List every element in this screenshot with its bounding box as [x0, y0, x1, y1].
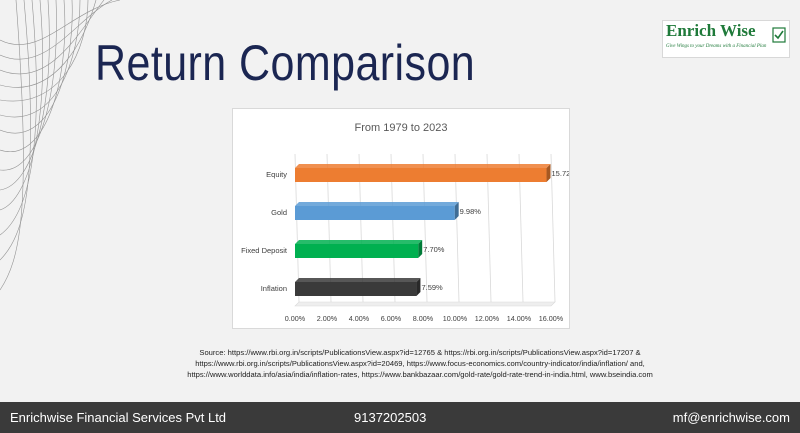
x-tick-label: 0.00% — [285, 314, 306, 323]
footer-phone: 9137202503 — [354, 410, 427, 425]
x-tick-label: 6.00% — [381, 314, 402, 323]
bar-top-face — [295, 240, 423, 244]
bar-side-face — [454, 202, 459, 220]
source-notes: Source: https://www.rbi.org.in/scripts/P… — [120, 347, 720, 380]
bar-side-face — [418, 240, 423, 258]
x-tick-label: 2.00% — [317, 314, 338, 323]
x-tick-label: 8.00% — [413, 314, 434, 323]
source-line-3: https://www.worlddata.info/asia/india/in… — [187, 370, 653, 379]
bar — [295, 206, 455, 220]
footer-company: Enrichwise Financial Services Pvt Ltd — [10, 410, 227, 425]
chart-title: From 1979 to 2023 — [355, 122, 448, 134]
source-line-2: https://www.rbi.org.in/scripts/Publicati… — [195, 359, 645, 368]
bar-side-face — [546, 164, 551, 182]
category-label: Equity — [266, 170, 287, 179]
logo-name: Enrich Wise — [666, 21, 756, 40]
bar — [295, 282, 417, 296]
category-label: Fixed Deposit — [241, 246, 288, 255]
bar-top-face — [295, 202, 459, 206]
wallet-check-icon — [772, 27, 786, 43]
data-label: 15.72% — [552, 169, 569, 178]
source-line-1: Source: https://www.rbi.org.in/scripts/P… — [199, 348, 641, 357]
x-tick-label: 10.00% — [443, 314, 468, 323]
category-label: Gold — [271, 208, 287, 217]
data-label: 7.70% — [423, 245, 445, 254]
data-label: 7.59% — [421, 283, 443, 292]
chart-floor — [294, 301, 556, 307]
x-tick-label: 12.00% — [475, 314, 500, 323]
decorative-waves — [0, 0, 121, 291]
chart-card: From 1979 to 2023 0.00% 2.00% 4.00% 6.00% 8.0… — [232, 108, 577, 329]
bar-side-face — [416, 278, 421, 296]
footer-email: mf@enrichwise.com — [672, 410, 790, 425]
x-tick-label: 4.00% — [349, 314, 370, 323]
x-tick-label: 16.00% — [539, 314, 564, 323]
bar-top-face — [295, 278, 421, 282]
enrichwise-logo: Enrich Wise Give Wings to your Dreams wi… — [662, 20, 790, 58]
x-tick-label: 14.00% — [507, 314, 532, 323]
return-comparison-chart: From 1979 to 2023 0.00% 2.00% 4.00% 6.00% 8.0… — [241, 122, 577, 323]
data-label: 9.98% — [460, 207, 482, 216]
logo-tagline: Give Wings to your Dreams with a Financi… — [666, 44, 767, 49]
bar — [295, 244, 419, 258]
page-title: Return Comparison — [95, 35, 476, 91]
category-label: Inflation — [261, 284, 287, 293]
footer-bar: Enrichwise Financial Services Pvt Ltd 91… — [0, 402, 800, 433]
bar — [295, 168, 547, 182]
gridline — [550, 153, 556, 303]
bar-top-face — [295, 164, 551, 168]
